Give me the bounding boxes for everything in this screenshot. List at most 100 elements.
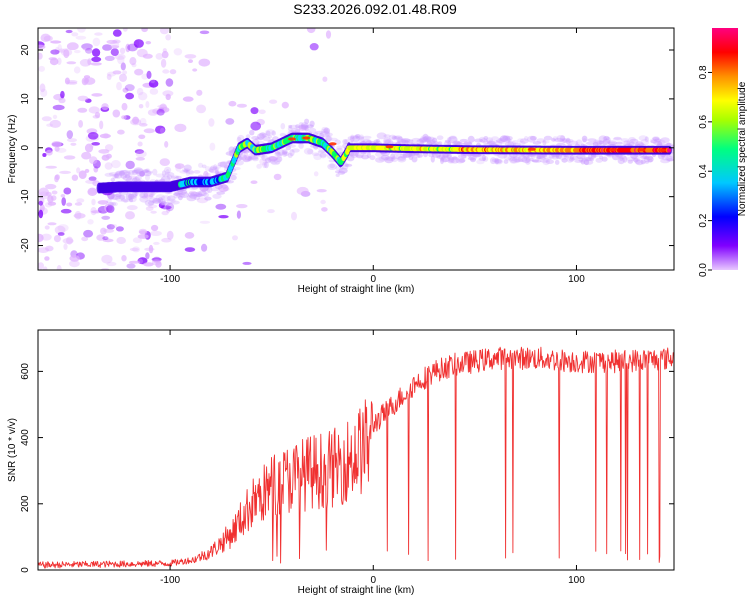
heatmap-cell — [247, 156, 253, 162]
heatmap-cell — [155, 53, 164, 60]
heatmap-cell — [196, 197, 208, 204]
heatmap-cell — [127, 169, 135, 176]
heatmap-cell — [440, 156, 451, 163]
heatmap-cell — [87, 219, 94, 225]
heatmap-cell — [44, 256, 50, 261]
heatmap-cell — [507, 156, 516, 162]
heatmap-cell — [57, 232, 65, 236]
heatmap-cell — [157, 197, 163, 204]
heatmap-cell — [89, 156, 98, 165]
heatmap-cell — [164, 172, 175, 177]
heatmap-cell — [195, 191, 202, 198]
heatmap-cell — [161, 170, 167, 177]
heatmap-cell — [437, 141, 443, 146]
heatmap-cell — [66, 61, 77, 65]
heatmap-cell — [420, 135, 428, 143]
heatmap-cell — [193, 170, 201, 174]
heatmap-cell — [585, 141, 595, 145]
heatmap-cell — [620, 138, 629, 143]
heatmap-cell — [565, 137, 571, 145]
heatmap-cell — [139, 192, 149, 199]
heatmap-cell — [137, 141, 143, 147]
heatmap-cell — [423, 135, 432, 142]
heatmap-cell — [218, 184, 229, 193]
heatmap-cell — [186, 194, 197, 202]
heatmap-cell — [151, 199, 162, 203]
heatmap-cell — [613, 136, 622, 140]
heatmap-cell — [426, 140, 436, 145]
heatmap-cell — [76, 198, 85, 203]
heatmap-cell — [519, 138, 529, 144]
heatmap-cell — [397, 138, 407, 145]
heatmap-cell — [512, 153, 518, 160]
heatmap-cell — [82, 47, 92, 51]
heatmap-cell — [358, 137, 365, 144]
heatmap-cell — [644, 160, 650, 164]
colorbar-ticks: 0.0 0.2 0.4 0.6 0.8 — [698, 65, 712, 277]
heatmap-cell — [649, 138, 655, 144]
heatmap-cell — [149, 88, 159, 95]
heatmap-cell — [459, 138, 468, 143]
heatmap-cell — [120, 62, 126, 71]
heatmap-cell — [122, 70, 128, 75]
heatmap-cell — [170, 175, 180, 179]
heatmap-cell — [637, 148, 646, 152]
heatmap-cell — [463, 141, 472, 146]
heatmap-cell — [542, 158, 550, 166]
heatmap-cell — [122, 175, 133, 181]
heatmap-cell — [106, 198, 112, 204]
heatmap-cell — [304, 118, 310, 125]
heatmap-cell — [536, 138, 546, 143]
heatmap-cell — [138, 134, 146, 140]
heatmap-cell — [208, 118, 215, 127]
heatmap-cell — [294, 129, 301, 134]
heatmap-cell — [135, 150, 147, 158]
heatmap-cell — [631, 156, 641, 160]
heatmap-cell — [541, 154, 548, 158]
heatmap-cell — [317, 150, 325, 154]
heatmap-cell — [560, 135, 566, 142]
snr-xtick-label: -100 — [160, 575, 180, 586]
heatmap-cell — [448, 156, 454, 163]
heatmap-cell — [510, 159, 520, 164]
heatmap-cell — [428, 153, 434, 158]
heatmap-cell — [165, 202, 175, 212]
heatmap-cell — [124, 174, 131, 179]
heatmap-cell — [214, 166, 220, 174]
heatmap-cell — [143, 192, 155, 198]
heatmap-cell — [251, 136, 260, 140]
heatmap-cell — [313, 171, 319, 177]
heatmap-cell — [393, 135, 403, 140]
heatmap-cell — [91, 210, 102, 214]
heatmap-cell — [426, 136, 433, 142]
heatmap-cell — [133, 177, 140, 182]
heatmap-cell — [115, 226, 124, 232]
colorbar-tick-label: 0.2 — [698, 213, 709, 227]
heatmap-cell — [298, 143, 304, 149]
heatmap-cell — [592, 141, 599, 147]
heatmap-cell — [138, 230, 148, 235]
heatmap-cell — [159, 201, 166, 205]
heatmap-cell — [532, 159, 542, 163]
heatmap-cell — [170, 200, 180, 205]
heatmap-cell — [352, 135, 360, 143]
heatmap-cell — [143, 128, 155, 134]
heatmap-cell — [74, 202, 83, 206]
heatmap-cell — [88, 176, 97, 181]
heatmap-cell — [452, 156, 458, 160]
heatmap-cell — [532, 141, 542, 145]
heatmap-cell — [588, 153, 593, 160]
heatmap-cell — [527, 147, 536, 151]
heatmap-cell — [106, 261, 117, 267]
heatmap-cell — [635, 159, 644, 166]
heatmap-cell — [483, 156, 489, 162]
heatmap-cell — [117, 55, 125, 65]
heatmap-cell — [576, 153, 586, 159]
heatmap-cell — [139, 196, 149, 203]
heatmap-cell — [60, 90, 65, 99]
heatmap-cell — [114, 171, 122, 176]
heatmap-cell — [282, 151, 288, 157]
heatmap-cell — [71, 32, 79, 37]
heatmap-cell — [199, 220, 211, 224]
spectrogram-xtick-label: -100 — [160, 274, 180, 285]
